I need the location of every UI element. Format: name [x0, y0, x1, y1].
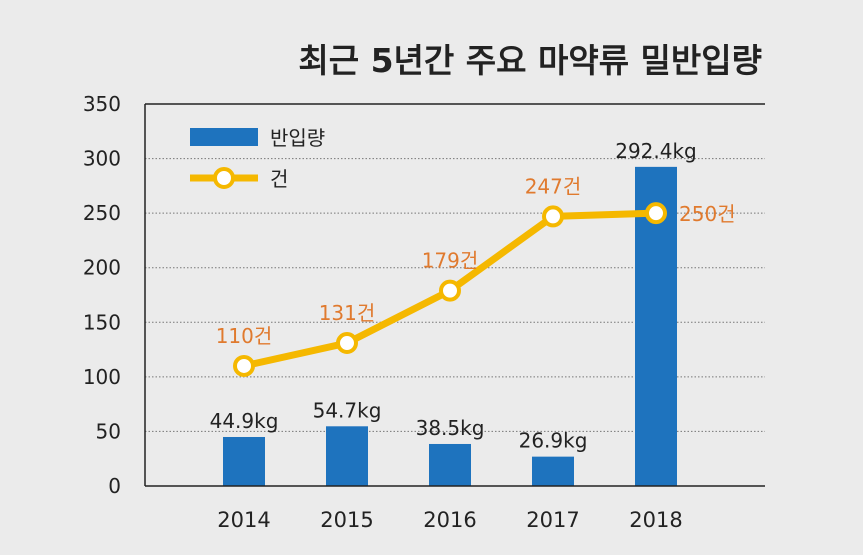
line-value-label: 247건 [525, 174, 582, 198]
x-tick-label: 2017 [526, 508, 579, 532]
bar-value-label: 38.5kg [416, 416, 485, 440]
x-tick-label: 2016 [423, 508, 476, 532]
bar-value-label: 54.7kg [313, 398, 382, 422]
x-tick-label: 2015 [320, 508, 373, 532]
bar-series: 44.9kg 54.7kg 38.5kg 26.9kg 292.4kg [210, 139, 697, 487]
bar [429, 443, 471, 486]
legend-label-bar: 반입량 [270, 126, 325, 150]
line-point [336, 332, 358, 355]
x-tick-label: 2018 [629, 508, 682, 532]
x-tick-label: 2014 [217, 508, 270, 532]
y-tick-label: 50 [96, 419, 121, 443]
bar [532, 456, 574, 486]
y-tick-label: 150 [83, 310, 121, 334]
bar-value-label: 292.4kg [615, 139, 697, 163]
chart-title: 최근 5년간 주요 마약류 밀반입량 [298, 41, 762, 80]
legend-line-marker [213, 167, 235, 189]
line-point [233, 354, 255, 377]
line-point [542, 205, 564, 228]
y-axis: 0 50 100 150 200 250 300 350 [83, 92, 146, 498]
y-tick-label: 350 [83, 92, 121, 116]
y-tick-label: 250 [83, 201, 121, 225]
line-value-label: 179건 [422, 249, 479, 273]
line-series: 110건 131건 179건 247건 250건 [216, 174, 736, 377]
line-value-label: 250건 [679, 202, 736, 226]
grid-lines [145, 103, 765, 432]
y-tick-label: 300 [83, 147, 121, 171]
line-point [645, 202, 667, 225]
line-value-label: 110건 [216, 324, 273, 348]
legend-bar-swatch [190, 128, 258, 146]
bar-value-label: 26.9kg [519, 429, 588, 453]
bar [326, 426, 368, 486]
x-axis: 2014 2015 2016 2017 2018 [145, 485, 765, 532]
legend-label-line: 건 [270, 167, 288, 191]
line-point [439, 279, 461, 302]
bar-value-label: 44.9kg [210, 409, 279, 433]
line-value-label: 131건 [319, 301, 376, 325]
bar [223, 436, 265, 486]
y-tick-label: 200 [83, 256, 121, 280]
y-tick-label: 100 [83, 365, 121, 389]
y-tick-label: 0 [108, 474, 121, 498]
